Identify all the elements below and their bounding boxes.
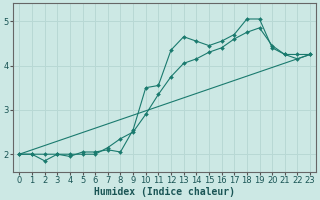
X-axis label: Humidex (Indice chaleur): Humidex (Indice chaleur) [94, 186, 235, 197]
